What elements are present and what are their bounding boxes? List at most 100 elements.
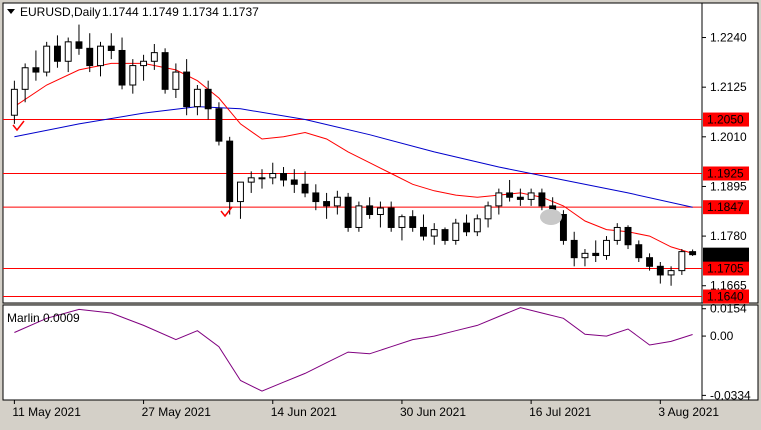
- candle-body: [635, 244, 643, 259]
- x-tick-label: 27 May 2021: [142, 405, 212, 419]
- candle-body: [516, 196, 524, 200]
- x-tick-label: 11 May 2021: [12, 405, 81, 419]
- collapse-triangle-icon[interactable]: [7, 9, 15, 14]
- level-tag-label: 1.1925: [707, 167, 744, 181]
- y-tick-label: 1.2125: [710, 80, 747, 94]
- candle-body: [366, 205, 374, 216]
- osc-tick-label: 0.0154: [710, 302, 747, 316]
- candle-body: [376, 207, 384, 216]
- candle-body: [484, 205, 492, 220]
- ohlc-values: 1.1744 1.1749 1.1734 1.1737: [102, 5, 259, 19]
- candle-body: [463, 222, 470, 233]
- candle-body: [280, 173, 287, 181]
- candle-body: [258, 177, 266, 180]
- candle-body: [559, 214, 567, 241]
- candle-body: [624, 226, 632, 246]
- y-tick-label: 1.1665: [710, 279, 747, 293]
- check-mark-icon: [12, 120, 25, 132]
- y-tick-label: 1.2240: [710, 31, 747, 45]
- level-tag: [703, 200, 749, 215]
- ma-fast-line: [14, 62, 693, 254]
- osc-ticks-layer: 0.0154 0.00 -0.0334: [702, 302, 751, 402]
- oscillator-label: Marlin 0.0009: [7, 311, 80, 325]
- candle-body: [32, 67, 40, 73]
- oscillator-layer: [14, 307, 693, 392]
- candle-body: [237, 181, 244, 203]
- ma-slow-line: [14, 106, 693, 208]
- candle-body: [538, 192, 546, 207]
- candle-body: [312, 192, 320, 203]
- candle-body: [86, 47, 94, 67]
- candle-body: [441, 229, 449, 241]
- osc-tick-label: -0.0334: [710, 388, 751, 402]
- candle-body: [204, 88, 212, 110]
- y-tick-label: 1.1895: [710, 179, 747, 193]
- candle-body: [10, 88, 18, 116]
- level-tag-label: 1.1640: [707, 290, 744, 304]
- candle-body: [150, 52, 158, 62]
- check-mark-icon: [220, 206, 233, 218]
- symbol-label: EURUSD,Daily: [20, 5, 101, 19]
- candle-body: [409, 216, 417, 228]
- x-tick-label: 30 Jun 2021: [400, 405, 466, 419]
- candle-body: [689, 251, 697, 256]
- candle-body: [656, 265, 664, 276]
- candle-body: [290, 179, 298, 185]
- candle-body: [193, 88, 201, 108]
- oscillator-scale: [701, 304, 759, 401]
- y-ticks-layer: 1.2240 1.2125 1.2010 1.1895 1.1780 1.1665: [702, 31, 747, 293]
- candle-body: [301, 183, 309, 194]
- candle-body: [323, 201, 331, 207]
- candle-body: [355, 205, 363, 228]
- level-tag: [703, 112, 749, 127]
- x-labels-layer: 11 May 2021 27 May 2021 14 Jun 2021 30 Jun …: [12, 400, 719, 419]
- candle-body: [161, 52, 169, 90]
- candle-body: [183, 71, 191, 108]
- candle-body: [75, 41, 83, 49]
- osc-tick-label: 0.00: [710, 329, 734, 343]
- y-tick-label: 1.1780: [710, 229, 747, 243]
- candle-body: [473, 218, 481, 233]
- candle-body: [420, 226, 427, 237]
- candle-body: [172, 71, 180, 90]
- candle-body: [592, 252, 600, 257]
- level-tag-label: 1.1705: [707, 261, 744, 275]
- level-tag: [703, 166, 749, 181]
- candle-body: [107, 45, 115, 51]
- candle-body: [129, 65, 137, 86]
- candle-body: [398, 216, 406, 228]
- candle-layer: [10, 24, 697, 286]
- level-tag-label: 1.2050: [707, 113, 744, 127]
- ma-layer: [14, 62, 693, 254]
- level-tag: [703, 289, 749, 304]
- candle-body: [430, 229, 438, 237]
- candle-body: [97, 45, 104, 67]
- x-tick-label: 16 Jul 2021: [529, 405, 591, 419]
- candle-body: [570, 239, 578, 259]
- current-price-tag: [703, 247, 749, 262]
- candle-body: [140, 60, 148, 67]
- candle-body: [344, 196, 352, 228]
- levels-layer: 1.2050 1.1925 1.1847 1.1705 1.1640 1.1737: [3, 112, 749, 304]
- current-price-label: 1.1737: [707, 248, 744, 262]
- candle-body: [118, 49, 126, 86]
- candle-body: [64, 41, 72, 62]
- oscillator-line: [14, 307, 693, 392]
- candle-body: [527, 192, 535, 200]
- candle-body: [678, 251, 686, 272]
- level-tag-label: 1.1847: [707, 200, 744, 214]
- candle-body: [53, 45, 61, 62]
- candle-body: [226, 140, 234, 203]
- level-tag: [703, 261, 749, 276]
- candle-body: [387, 207, 395, 228]
- candle-body: [613, 226, 621, 241]
- candle-body: [603, 239, 610, 257]
- candle-body: [495, 192, 503, 207]
- x-tick-label: 3 Aug 2021: [658, 405, 719, 419]
- candle-body: [43, 45, 51, 73]
- x-tick-label: 14 Jun 2021: [271, 405, 337, 419]
- candle-body: [333, 196, 341, 207]
- candle-body: [269, 173, 277, 179]
